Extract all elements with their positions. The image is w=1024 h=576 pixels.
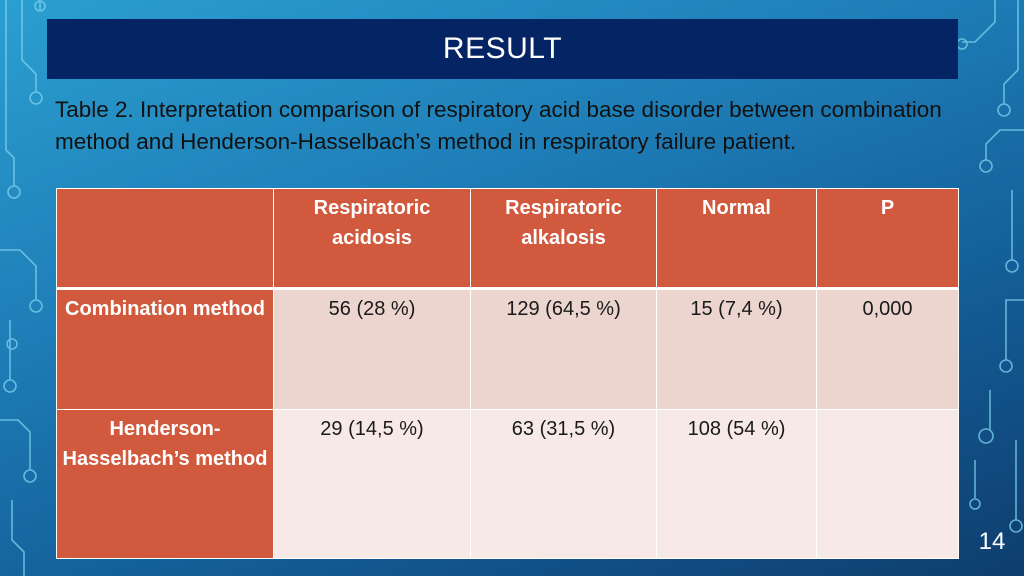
row-label-combination-method: Combination method bbox=[56, 287, 274, 410]
cell-combination-normal: 15 (7,4 %) bbox=[656, 287, 817, 410]
cell-henderson-acidosis: 29 (14,5 %) bbox=[273, 409, 471, 559]
cell-combination-alkalosis: 129 (64,5 %) bbox=[470, 287, 657, 410]
header-respiratoric-acidosis: Respiratoric acidosis bbox=[273, 188, 471, 289]
comparison-table: Respiratoric acidosis Respiratoric alkal… bbox=[56, 188, 959, 559]
table-caption: Table 2. Interpretation comparison of re… bbox=[55, 97, 942, 154]
header-empty-cell bbox=[56, 188, 274, 289]
header-normal: Normal bbox=[656, 188, 817, 289]
cell-henderson-p bbox=[816, 409, 959, 559]
slide-title: RESULT bbox=[442, 32, 563, 65]
cell-henderson-normal: 108 (54 %) bbox=[656, 409, 817, 559]
table-header-row: Respiratoric acidosis Respiratoric alkal… bbox=[56, 188, 959, 289]
cell-combination-acidosis: 56 (28 %) bbox=[273, 287, 471, 410]
header-p-value: P bbox=[816, 188, 959, 289]
row-label-henderson-method: Henderson-Hasselbach’s method bbox=[56, 409, 274, 559]
table-row-combination: Combination method 56 (28 %) 129 (64,5 %… bbox=[56, 287, 959, 410]
cell-henderson-alkalosis: 63 (31,5 %) bbox=[470, 409, 657, 559]
table-row-henderson: Henderson-Hasselbach’s method 29 (14,5 %… bbox=[56, 409, 959, 559]
header-respiratoric-alkalosis: Respiratoric alkalosis bbox=[470, 188, 657, 289]
cell-combination-p: 0,000 bbox=[816, 287, 959, 410]
title-bar: RESULT bbox=[47, 19, 958, 79]
page-number: 14 bbox=[978, 528, 1006, 555]
